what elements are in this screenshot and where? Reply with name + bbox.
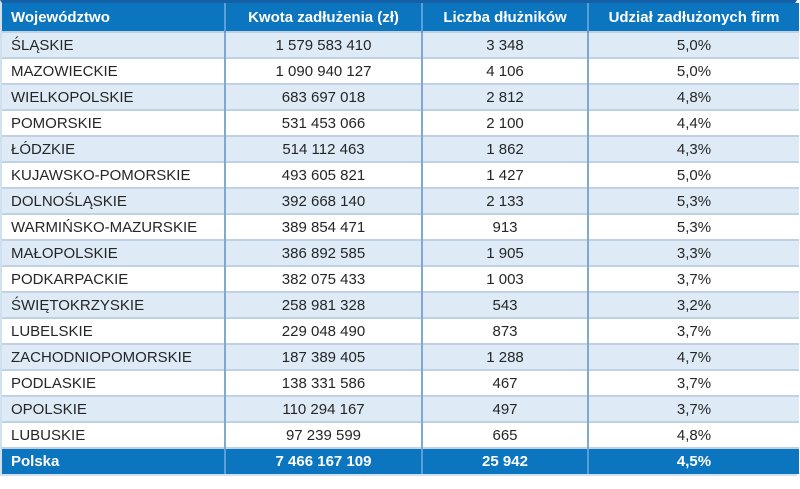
- cell-liczba: 1 427: [421, 161, 588, 188]
- cell-kwota: 1 579 583 410: [224, 31, 422, 58]
- table-row: MAZOWIECKIE 1 090 940 127 4 106 5,0%: [2, 57, 799, 84]
- cell-liczba: 4 106: [421, 57, 588, 84]
- cell-wojewodztwo: ZACHODNIOPOMORSKIE: [2, 343, 225, 370]
- cell-kwota: 1 090 940 127: [224, 57, 422, 84]
- table-row: OPOLSKIE 110 294 167 497 3,7%: [2, 395, 799, 422]
- cell-wojewodztwo: PODLASKIE: [2, 369, 225, 396]
- debt-table: Województwo Kwota zadłużenia (zł) Liczba…: [2, 3, 799, 474]
- cell-udzial: 3,7%: [587, 369, 799, 396]
- cell-liczba: 1 862: [421, 135, 588, 162]
- table-row: DOLNOŚLĄSKIE 392 668 140 2 133 5,3%: [2, 187, 799, 214]
- cell-liczba: 543: [421, 291, 588, 318]
- header-row: Województwo Kwota zadłużenia (zł) Liczba…: [2, 3, 799, 32]
- cell-kwota: 683 697 018: [224, 83, 422, 110]
- cell-udzial: 3,7%: [587, 317, 799, 344]
- cell-liczba: 2 133: [421, 187, 588, 214]
- table-row: POMORSKIE 531 453 066 2 100 4,4%: [2, 109, 799, 136]
- cell-wojewodztwo: PODKARPACKIE: [2, 265, 225, 292]
- cell-kwota: 514 112 463: [224, 135, 422, 162]
- cell-liczba: 873: [421, 317, 588, 344]
- footer-row: Polska 7 466 167 109 25 942 4,5%: [2, 447, 799, 474]
- cell-wojewodztwo: DOLNOŚLĄSKIE: [2, 187, 225, 214]
- cell-wojewodztwo: WIELKOPOLSKIE: [2, 83, 225, 110]
- cell-udzial: 4,7%: [587, 343, 799, 370]
- cell-liczba: 467: [421, 369, 588, 396]
- debt-table-container: Województwo Kwota zadłużenia (zł) Liczba…: [0, 0, 799, 476]
- cell-kwota: 382 075 433: [224, 265, 422, 292]
- table-row: WARMIŃSKO-MAZURSKIE 389 854 471 913 5,3%: [2, 213, 799, 240]
- cell-kwota: 392 668 140: [224, 187, 422, 214]
- cell-liczba: 497: [421, 395, 588, 422]
- cell-wojewodztwo: LUBELSKIE: [2, 317, 225, 344]
- cell-kwota: 229 048 490: [224, 317, 422, 344]
- cell-wojewodztwo: MAŁOPOLSKIE: [2, 239, 225, 266]
- table-row: PODKARPACKIE 382 075 433 1 003 3,7%: [2, 265, 799, 292]
- table-row: WIELKOPOLSKIE 683 697 018 2 812 4,8%: [2, 83, 799, 110]
- cell-liczba: 665: [421, 421, 588, 448]
- table-row: ŚWIĘTOKRZYSKIE 258 981 328 543 3,2%: [2, 291, 799, 318]
- cell-udzial: 4,8%: [587, 83, 799, 110]
- cell-kwota: 531 453 066: [224, 109, 422, 136]
- column-header-udzial: Udział zadłużonych firm: [587, 3, 799, 32]
- cell-kwota: 493 605 821: [224, 161, 422, 188]
- cell-udzial: 3,2%: [587, 291, 799, 318]
- cell-kwota: 389 854 471: [224, 213, 422, 240]
- column-header-liczba: Liczba dłużników: [421, 3, 588, 32]
- cell-wojewodztwo: POMORSKIE: [2, 109, 225, 136]
- cell-wojewodztwo: WARMIŃSKO-MAZURSKIE: [2, 213, 225, 240]
- table-row: MAŁOPOLSKIE 386 892 585 1 905 3,3%: [2, 239, 799, 266]
- cell-wojewodztwo: ŚLĄSKIE: [2, 31, 225, 58]
- cell-liczba: 2 812: [421, 83, 588, 110]
- table-row: LUBELSKIE 229 048 490 873 3,7%: [2, 317, 799, 344]
- cell-wojewodztwo: OPOLSKIE: [2, 395, 225, 422]
- cell-udzial: 4,8%: [587, 421, 799, 448]
- cell-liczba: 1 288: [421, 343, 588, 370]
- table-footer: Polska 7 466 167 109 25 942 4,5%: [2, 447, 799, 474]
- cell-kwota: 258 981 328: [224, 291, 422, 318]
- footer-cell-polska: Polska: [2, 447, 225, 474]
- cell-kwota: 110 294 167: [224, 395, 422, 422]
- footer-cell-udzial: 4,5%: [587, 447, 799, 474]
- table-header: Województwo Kwota zadłużenia (zł) Liczba…: [2, 3, 799, 32]
- column-header-kwota: Kwota zadłużenia (zł): [224, 3, 422, 32]
- cell-udzial: 5,3%: [587, 213, 799, 240]
- cell-udzial: 5,0%: [587, 161, 799, 188]
- cell-liczba: 1 905: [421, 239, 588, 266]
- footer-cell-kwota: 7 466 167 109: [224, 447, 422, 474]
- table-row: PODLASKIE 138 331 586 467 3,7%: [2, 369, 799, 396]
- table-row: ŁÓDZKIE 514 112 463 1 862 4,3%: [2, 135, 799, 162]
- table-row: ŚLĄSKIE 1 579 583 410 3 348 5,0%: [2, 31, 799, 58]
- cell-udzial: 5,3%: [587, 187, 799, 214]
- cell-wojewodztwo: ŁÓDZKIE: [2, 135, 225, 162]
- cell-kwota: 187 389 405: [224, 343, 422, 370]
- cell-wojewodztwo: LUBUSKIE: [2, 421, 225, 448]
- cell-udzial: 3,7%: [587, 265, 799, 292]
- cell-kwota: 386 892 585: [224, 239, 422, 266]
- table-row: LUBUSKIE 97 239 599 665 4,8%: [2, 421, 799, 448]
- cell-udzial: 3,3%: [587, 239, 799, 266]
- table-body: ŚLĄSKIE 1 579 583 410 3 348 5,0% MAZOWIECKIE…: [2, 31, 799, 448]
- cell-wojewodztwo: ŚWIĘTOKRZYSKIE: [2, 291, 225, 318]
- cell-liczba: 3 348: [421, 31, 588, 58]
- cell-wojewodztwo: KUJAWSKO-POMORSKIE: [2, 161, 225, 188]
- table-row: KUJAWSKO-POMORSKIE 493 605 821 1 427 5,0%: [2, 161, 799, 188]
- cell-udzial: 4,3%: [587, 135, 799, 162]
- cell-udzial: 3,7%: [587, 395, 799, 422]
- footer-cell-liczba: 25 942: [421, 447, 588, 474]
- column-header-wojewodztwo: Województwo: [2, 3, 225, 32]
- table-row: ZACHODNIOPOMORSKIE 187 389 405 1 288 4,7%: [2, 343, 799, 370]
- cell-udzial: 4,4%: [587, 109, 799, 136]
- cell-liczba: 1 003: [421, 265, 588, 292]
- cell-liczba: 913: [421, 213, 588, 240]
- cell-wojewodztwo: MAZOWIECKIE: [2, 57, 225, 84]
- cell-liczba: 2 100: [421, 109, 588, 136]
- cell-udzial: 5,0%: [587, 31, 799, 58]
- cell-udzial: 5,0%: [587, 57, 799, 84]
- cell-kwota: 97 239 599: [224, 421, 422, 448]
- cell-kwota: 138 331 586: [224, 369, 422, 396]
